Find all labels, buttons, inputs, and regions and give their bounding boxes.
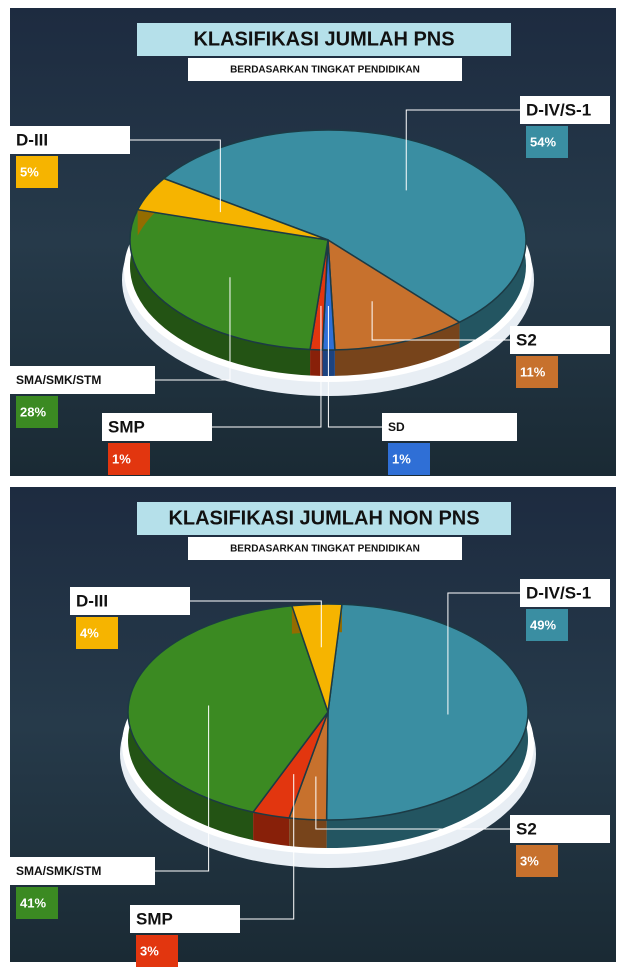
category-label: D-III (76, 591, 108, 610)
subtitle: BERDASARKAN TINGKAT PENDIDIKAN (230, 65, 420, 76)
label-box (102, 413, 212, 441)
callout-line (155, 705, 210, 872)
slice (129, 208, 329, 351)
value-label: 49% (530, 617, 556, 632)
value-box (516, 845, 558, 877)
label-box (10, 126, 130, 154)
slice (327, 238, 461, 351)
slice-side (289, 817, 327, 848)
label-box (70, 587, 190, 615)
value-label: 1% (112, 451, 131, 466)
category-label: S2 (516, 330, 537, 349)
slice-side (163, 129, 527, 349)
value-label: 11% (520, 364, 546, 379)
slice (290, 603, 343, 713)
callout-line (371, 301, 510, 341)
value-label: 54% (530, 134, 556, 149)
label-box (10, 366, 155, 394)
category-label: SD (388, 420, 405, 434)
category-label: SMP (136, 909, 173, 928)
slice-side (253, 812, 290, 846)
label-box (10, 857, 155, 885)
label-box (130, 905, 240, 933)
category-label: D-III (16, 130, 48, 149)
value-box (526, 609, 568, 641)
callout-line (212, 305, 322, 428)
callout-line (315, 776, 510, 830)
callout-line (155, 277, 231, 381)
slice (325, 603, 529, 821)
value-box (16, 396, 58, 428)
label-box (382, 413, 517, 441)
callout-line (190, 600, 322, 648)
subtitle-box (188, 58, 462, 81)
value-box (516, 356, 558, 388)
slice (162, 129, 527, 324)
value-label: 3% (520, 853, 539, 868)
value-box (16, 156, 58, 188)
category-label: SMA/SMK/STM (16, 373, 101, 387)
value-box (388, 443, 430, 475)
value-box (526, 126, 568, 158)
label-box (510, 326, 610, 354)
category-label: S2 (516, 819, 537, 838)
value-box (76, 617, 118, 649)
value-label: 5% (20, 164, 39, 179)
title-box (137, 23, 511, 56)
slice (136, 177, 329, 241)
title: KLASIFIKASI JUMLAH PNS (193, 28, 454, 50)
callout-line (405, 109, 520, 191)
callout-line (130, 139, 221, 213)
category-label: D-IV/S-1 (526, 100, 591, 119)
value-label: 1% (392, 451, 411, 466)
category-label: SMA/SMK/STM (16, 864, 101, 878)
value-label: 28% (20, 404, 46, 419)
subtitle: BERDASARKAN TINGKAT PENDIDIKAN (230, 544, 420, 555)
slice-side (130, 209, 311, 376)
category-label: D-IV/S-1 (526, 583, 591, 602)
value-label: 41% (20, 895, 46, 910)
value-box (16, 887, 58, 919)
value-box (136, 935, 178, 967)
title: KLASIFIKASI JUMLAH NON PNS (168, 507, 479, 529)
category-label: SMP (108, 417, 145, 436)
slice-side (310, 349, 323, 376)
value-label: 4% (80, 625, 99, 640)
panel: KLASIFIKASI JUMLAH NON PNS BERDASARKAN TI… (10, 487, 616, 967)
value-box (108, 443, 150, 475)
panel: KLASIFIKASI JUMLAH PNS BERDASARKAN TINGKA… (10, 8, 616, 476)
label-box (520, 96, 610, 124)
label-box (520, 579, 610, 607)
callout-line (447, 592, 520, 715)
label-box (510, 815, 610, 843)
subtitle-box (188, 537, 462, 560)
callout-line (240, 774, 295, 920)
slice (127, 604, 329, 813)
value-label: 3% (140, 943, 159, 958)
callout-line (327, 305, 382, 428)
title-box (137, 502, 511, 535)
